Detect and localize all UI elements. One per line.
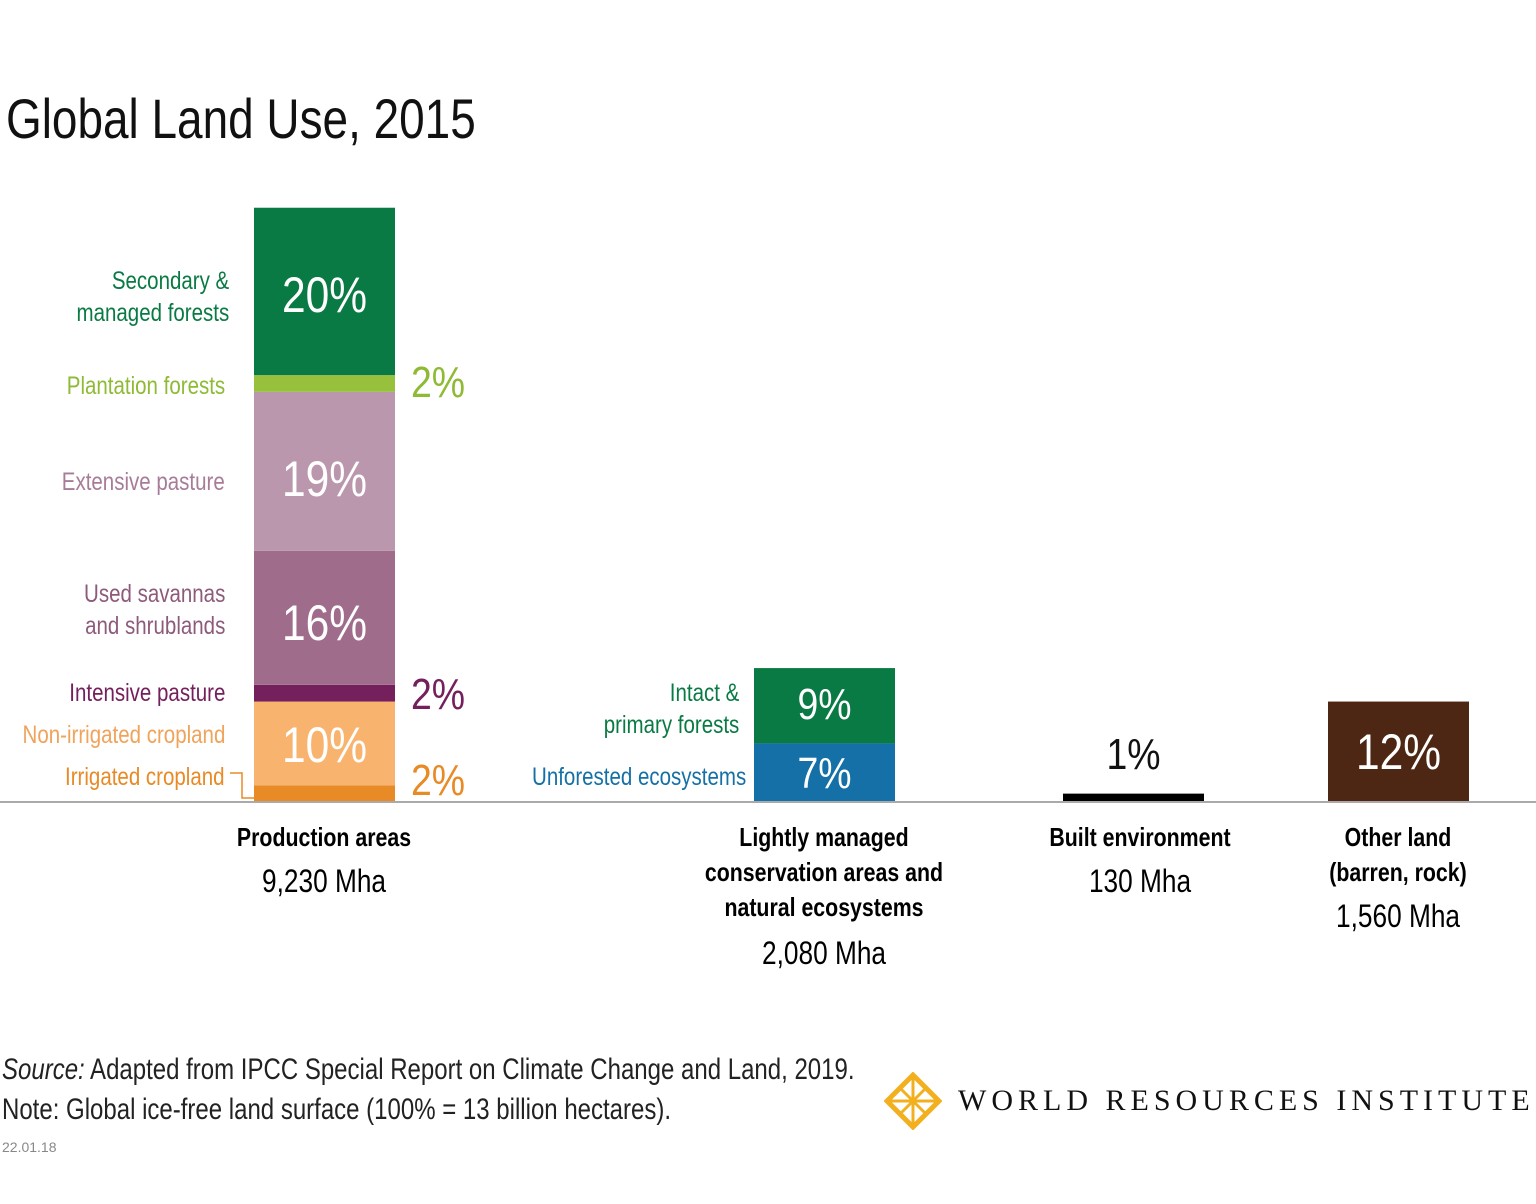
- bar-segment-extensive-pasture: [254, 391, 395, 551]
- label-nonirrigated: Non-irrigated cropland: [22, 721, 225, 749]
- wri-logo-text: WORLD RESOURCES INSTITUTE: [958, 1084, 1535, 1117]
- baseline: [0, 801, 1536, 803]
- category-other: Other land (barren, rock) 1,560 Mha: [1248, 820, 1536, 935]
- category-name: Lightly managed: [739, 822, 909, 852]
- category-name: Built environment: [1049, 822, 1231, 852]
- bar-segment-other-land: [1328, 701, 1469, 802]
- pct-savannas: 16%: [281, 595, 368, 651]
- bar-segment-built-environment: [1063, 793, 1204, 802]
- label-plantation: Plantation forests: [66, 372, 225, 400]
- category-total: 1,560 Mha: [1336, 898, 1460, 934]
- wri-logo-icon: [884, 1072, 942, 1130]
- category-name: Production areas: [236, 822, 412, 852]
- bar-segment-intact-primary-forests: [754, 668, 895, 744]
- label-intact: Intact & primary forests: [603, 677, 739, 741]
- chart-title: Global Land Use, 2015: [6, 87, 476, 150]
- category-production: Production areas 9,230 Mha: [174, 820, 474, 900]
- label-line: Used savannas: [83, 580, 225, 608]
- label-intensive: Intensive pasture: [68, 679, 225, 707]
- label-line: primary forests: [603, 711, 739, 739]
- pct-intensive: 2%: [411, 670, 466, 719]
- label-extensive: Extensive pasture: [62, 468, 225, 496]
- source-label: Source:: [2, 1053, 85, 1086]
- category-lightly-managed: Lightly managed conservation areas and n…: [644, 820, 1004, 972]
- bar-segment-unforested-ecosystems: [754, 743, 895, 802]
- label-secondary: Secondary & managed forests: [76, 265, 229, 329]
- category-name: (barren, rock): [1329, 857, 1467, 887]
- bar-segment-plantation-forests: [254, 375, 395, 392]
- pct-secondary: 20%: [281, 267, 368, 323]
- category-total: 9,230 Mha: [262, 863, 386, 899]
- date-stamp: 22.01.18: [2, 1139, 57, 1155]
- bar-segment-irrigated-cropland: [254, 785, 395, 802]
- label-irrigated: Irrigated cropland: [65, 763, 225, 791]
- pct-intact: 9%: [797, 680, 852, 729]
- bars-svg: [254, 207, 1469, 802]
- category-total: 2,080 Mha: [762, 935, 886, 971]
- pct-irrigated: 2%: [411, 756, 466, 805]
- source-line: Source: Adapted from IPCC Special Report…: [2, 1050, 855, 1090]
- pct-unforested: 7%: [797, 749, 852, 798]
- category-name: natural ecosystems: [724, 892, 924, 922]
- pct-other: 12%: [1355, 724, 1442, 780]
- source-note: Source: Adapted from IPCC Special Report…: [2, 1050, 855, 1130]
- label-savannas: Used savannas and shrublands: [84, 578, 225, 642]
- bar-segment-used-savannas-and-shrublands: [254, 550, 395, 685]
- pct-plantation: 2%: [411, 358, 466, 407]
- category-name: conservation areas and: [704, 857, 944, 887]
- pct-nonirrigated: 10%: [281, 717, 368, 773]
- label-line: Secondary &: [111, 267, 229, 295]
- label-unforested: Unforested ecosystems: [531, 763, 746, 791]
- label-line: and shrublands: [84, 612, 225, 640]
- category-name: Other land: [1344, 822, 1452, 852]
- bar-segment-secondary-managed-forests: [254, 207, 395, 376]
- irrigated-leader-line: [230, 772, 256, 799]
- pct-built: 1%: [1106, 730, 1161, 779]
- pct-extensive: 19%: [281, 451, 368, 507]
- source-text: Adapted from IPCC Special Report on Clim…: [84, 1053, 855, 1086]
- bar-segment-non-irrigated-cropland: [254, 701, 395, 786]
- note-text: Note: Global ice-free land surface (100%…: [2, 1093, 672, 1126]
- category-total: 130 Mha: [1088, 863, 1192, 899]
- category-built: Built environment 130 Mha: [990, 820, 1290, 900]
- label-line: managed forests: [76, 299, 229, 327]
- label-line: Intact &: [669, 679, 739, 707]
- bar-segment-intensive-pasture: [254, 684, 395, 702]
